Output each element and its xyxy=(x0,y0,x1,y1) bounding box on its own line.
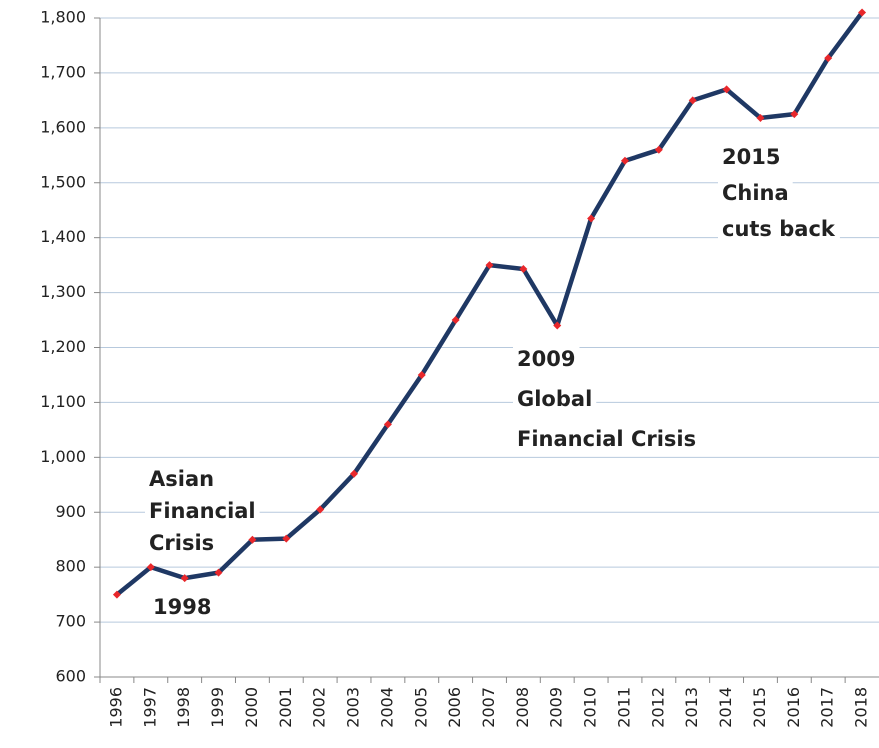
annotation-text: Crisis xyxy=(149,531,214,555)
x-tick-label: 2004 xyxy=(377,687,396,728)
annotation-text: Financial xyxy=(149,499,256,523)
y-tick-label: 900 xyxy=(55,502,86,521)
y-tick-label: 1,500 xyxy=(40,172,86,191)
annotation-text: China xyxy=(722,181,789,205)
x-tick-label: 2013 xyxy=(682,687,701,728)
x-tick-label: 2009 xyxy=(547,687,566,728)
annotation-bg xyxy=(718,179,793,207)
x-tick-label: 2018 xyxy=(852,687,871,728)
marker xyxy=(146,563,155,572)
y-tick-label: 1,000 xyxy=(40,447,86,466)
annotation-text: 2015 xyxy=(722,145,780,169)
marker xyxy=(824,54,833,63)
x-tick-label: 1997 xyxy=(140,687,159,728)
y-tick-label: 1,800 xyxy=(40,8,86,27)
y-tick-label: 1,400 xyxy=(40,227,86,246)
annotation-bg xyxy=(145,465,219,493)
x-tick-label: 2014 xyxy=(716,687,735,728)
marker xyxy=(790,110,799,119)
marker xyxy=(858,8,867,17)
marker xyxy=(722,85,731,94)
annotation-bg xyxy=(145,497,260,525)
x-tick-label: 1996 xyxy=(106,687,125,728)
x-tick-label: 2000 xyxy=(242,687,261,728)
marker xyxy=(350,469,359,478)
x-tick-label: 2011 xyxy=(614,687,633,728)
marker xyxy=(485,261,494,270)
marker xyxy=(620,156,629,165)
annotation-text: Global xyxy=(517,387,592,411)
marker xyxy=(451,316,460,325)
x-tick-label: 1999 xyxy=(208,687,227,728)
annotation-bg xyxy=(718,215,840,243)
marker xyxy=(316,505,325,514)
marker xyxy=(756,113,765,122)
marker xyxy=(180,574,189,583)
annotation: 2015 China cuts back xyxy=(718,143,840,243)
marker xyxy=(417,370,426,379)
annotation-bg xyxy=(149,593,216,621)
marker xyxy=(587,214,596,223)
x-tick-label: 2001 xyxy=(276,687,295,728)
annotation-text: 1998 xyxy=(153,595,211,619)
annotation-text: Financial Crisis xyxy=(517,427,696,451)
y-tick-label: 1,700 xyxy=(40,62,86,81)
y-tick-label: 600 xyxy=(55,667,86,686)
marker xyxy=(248,535,257,544)
x-tick-label: 2005 xyxy=(411,687,430,728)
y-tick-label: 800 xyxy=(55,557,86,576)
annotation: 2009 Global Financial Crisis xyxy=(513,345,701,453)
x-tick-label: 1998 xyxy=(174,687,193,728)
marker xyxy=(654,145,663,154)
y-tick-label: 1,200 xyxy=(40,337,86,356)
x-tick-label: 2016 xyxy=(784,687,803,728)
marker xyxy=(383,420,392,429)
marker xyxy=(553,321,562,330)
x-tick-label: 2010 xyxy=(581,687,600,728)
x-tick-label: 2012 xyxy=(648,687,667,728)
marker xyxy=(282,534,291,543)
marker xyxy=(214,568,223,577)
annotation-text: cuts back xyxy=(722,217,836,241)
marker xyxy=(112,590,121,599)
annotation-bg xyxy=(513,385,597,413)
annotation-bg xyxy=(718,143,785,171)
x-tick-label: 2006 xyxy=(445,687,464,728)
marker xyxy=(519,264,528,273)
y-tick-label: 700 xyxy=(55,612,86,631)
annotation-bg xyxy=(145,529,219,557)
annotation-bg xyxy=(513,345,580,373)
x-tick-label: 2002 xyxy=(310,687,329,728)
annotation: Asian Financial Crisis xyxy=(145,465,260,557)
x-tick-label: 2017 xyxy=(818,687,837,728)
annotation: 1998 xyxy=(149,593,216,621)
annotation-text: 2009 xyxy=(517,347,575,371)
x-tick-label: 2003 xyxy=(344,687,363,728)
annotation-text: Asian xyxy=(149,467,214,491)
marker xyxy=(688,96,697,105)
x-tick-label: 2015 xyxy=(750,687,769,728)
y-tick-label: 1,100 xyxy=(40,392,86,411)
x-tick-label: 2008 xyxy=(513,687,532,728)
y-tick-label: 1,600 xyxy=(40,117,86,136)
y-tick-label: 1,300 xyxy=(40,282,86,301)
annotation-bg xyxy=(513,425,701,453)
x-tick-label: 2007 xyxy=(479,687,498,728)
